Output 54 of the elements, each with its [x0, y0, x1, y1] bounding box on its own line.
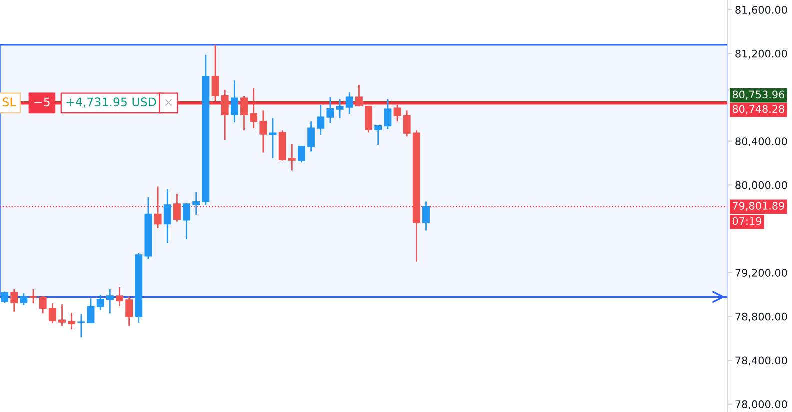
y-tick-label: 80,400.00 [736, 138, 788, 147]
candlestick [154, 186, 162, 230]
candlestick [183, 202, 191, 240]
annotation: −5 [34, 98, 50, 107]
candlestick [365, 105, 373, 134]
candlestick [212, 44, 220, 102]
candlestick [221, 89, 229, 141]
y-tick-label: 78,000.00 [736, 400, 788, 410]
candlestick [384, 98, 392, 130]
candlestick [106, 288, 114, 314]
candlestick [250, 88, 258, 130]
candlestick [192, 191, 200, 216]
candlestick [87, 298, 95, 324]
candlestick [164, 188, 172, 244]
candlestick [346, 92, 354, 115]
candlestick [39, 295, 47, 314]
candlestick [126, 296, 134, 327]
candlestick [230, 80, 238, 124]
candlestick [308, 120, 316, 152]
candlestick [116, 286, 124, 307]
annotation: × [165, 99, 172, 106]
y-tick-label: 80,000.00 [736, 181, 788, 190]
y-tick-label: 79,200.00 [736, 269, 788, 278]
candlestick [10, 288, 18, 313]
candlestick [422, 201, 430, 232]
candlestick [326, 96, 334, 124]
ref-line-label: 80,748.28 [732, 105, 784, 114]
candlestick [394, 104, 402, 122]
y-tick-label: 78,800.00 [736, 312, 788, 322]
candlestick [173, 193, 181, 222]
candlestick [298, 145, 306, 164]
candlestick [20, 292, 28, 306]
candlestick [78, 314, 86, 338]
text: 07:19 [732, 217, 762, 226]
candlestick [260, 110, 268, 154]
ref-line-label: 80,753.96 [732, 90, 785, 100]
candlestick [288, 143, 296, 172]
y-tick-label: 81,200.00 [736, 50, 788, 59]
annotation: +4,731.95 USD [66, 98, 156, 108]
candlestick [68, 312, 76, 330]
y-tick-label: 78,400.00 [736, 356, 788, 366]
candlestick [48, 302, 56, 324]
candlestick [96, 294, 104, 311]
annotation: SL [2, 98, 16, 107]
candlestick [240, 95, 248, 132]
candlestick [403, 110, 411, 138]
candlestick [58, 304, 66, 327]
y-tick-label: 81,600.00 [736, 6, 788, 16]
candlestick [336, 98, 344, 120]
ref-line-label: 79,801.89 [733, 202, 784, 211]
candlestick [317, 104, 325, 136]
candlestick [1, 291, 9, 304]
candlestick [355, 84, 363, 108]
candlestick [374, 124, 382, 146]
